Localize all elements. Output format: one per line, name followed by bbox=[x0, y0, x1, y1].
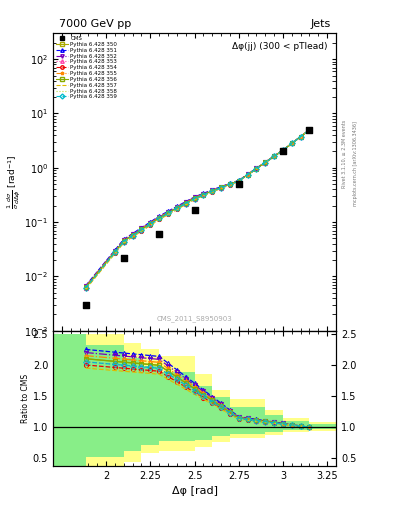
Text: Rivet 3.1.10, ≥ 2.3M events: Rivet 3.1.10, ≥ 2.3M events bbox=[342, 119, 346, 188]
Text: Jets: Jets bbox=[310, 19, 331, 29]
Text: mcplots.cern.ch [arXiv:1306.3436]: mcplots.cern.ch [arXiv:1306.3436] bbox=[353, 121, 358, 206]
Point bbox=[121, 254, 127, 262]
Point bbox=[83, 301, 89, 309]
Point bbox=[307, 126, 313, 134]
Point bbox=[191, 205, 198, 214]
Text: CMS_2011_S8950903: CMS_2011_S8950903 bbox=[157, 315, 232, 322]
Text: Δφ(jj) (300 < pTlead): Δφ(jj) (300 < pTlead) bbox=[232, 42, 327, 51]
Point bbox=[156, 230, 162, 238]
X-axis label: Δφ [rad]: Δφ [rad] bbox=[171, 486, 218, 496]
Y-axis label: Ratio to CMS: Ratio to CMS bbox=[21, 374, 30, 423]
Y-axis label: $\frac{1}{\sigma}\frac{d\sigma}{d\Delta\phi}$ [rad$^{-1}$]: $\frac{1}{\sigma}\frac{d\sigma}{d\Delta\… bbox=[6, 155, 23, 209]
Legend: CMS, Pythia 6.428 350, Pythia 6.428 351, Pythia 6.428 352, Pythia 6.428 353, Pyt: CMS, Pythia 6.428 350, Pythia 6.428 351,… bbox=[55, 35, 118, 100]
Point bbox=[280, 147, 286, 156]
Text: 7000 GeV pp: 7000 GeV pp bbox=[59, 19, 131, 29]
Point bbox=[236, 180, 242, 188]
